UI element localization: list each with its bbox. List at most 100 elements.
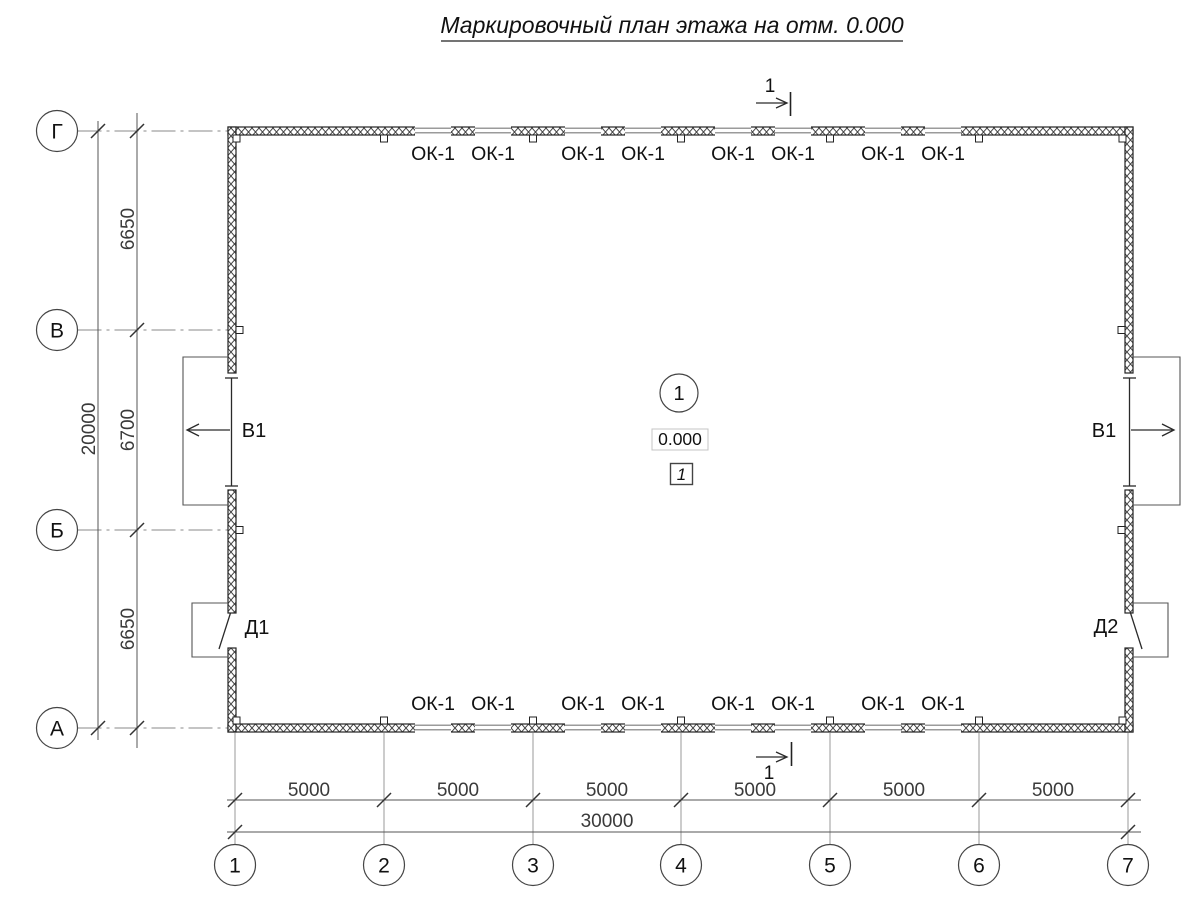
- window-mark-label: ОК-1: [921, 693, 965, 715]
- axis-bubble-label: 6: [973, 855, 985, 878]
- axis-bubble-label: В: [50, 320, 64, 343]
- window-opening: [625, 126, 661, 136]
- elevation-mark: 0.000: [651, 428, 709, 451]
- dim-bottom-1: 5000: [288, 780, 330, 801]
- elevation-value: 0.000: [658, 429, 702, 449]
- room-number-circle: [659, 373, 699, 413]
- axis-bubble-b: Б: [35, 508, 79, 552]
- dim-left-2: 6700: [118, 409, 139, 451]
- door-right-label: Д2: [1094, 616, 1119, 638]
- column-pier: [235, 326, 244, 334]
- window-mark-label: ОК-1: [711, 693, 755, 715]
- column-pier: [975, 716, 983, 725]
- column-axis-bubbles: 1 2 3 4 5 6 7: [213, 843, 1150, 887]
- dim-bottom-5: 5000: [883, 780, 925, 801]
- room-number: 1: [659, 373, 699, 413]
- wall-top: [227, 126, 1134, 136]
- axis-bubble-label: 2: [378, 855, 390, 878]
- gate-right: В1: [1092, 356, 1181, 506]
- window-opening: [775, 126, 811, 136]
- axis-bubble-2: 2: [362, 843, 406, 887]
- gate-left: В1: [182, 356, 266, 506]
- door-left-label: Д1: [245, 617, 270, 639]
- section-mark-label: 1: [764, 763, 775, 784]
- window-mark-label: ОК-1: [471, 143, 515, 165]
- window-opening: [925, 126, 961, 136]
- window-mark-label: ОК-1: [561, 143, 605, 165]
- window-mark-labels-top: ОК-1 ОК-1 ОК-1 ОК-1 ОК-1 ОК-1 ОК-1 ОК-1: [411, 143, 965, 165]
- column-pier: [380, 716, 388, 725]
- window-mark-label: ОК-1: [621, 693, 665, 715]
- gate-left-arrowhead: [185, 423, 200, 437]
- gate-left-porch: [182, 356, 228, 506]
- column-pier: [529, 134, 537, 143]
- gate-right-porch: [1133, 356, 1181, 506]
- dim-bottom-2: 5000: [437, 780, 479, 801]
- bottom-dimension-labels: 5000 5000 5000 5000 5000 5000 30000: [288, 780, 1074, 832]
- wall-left-upper: [227, 126, 237, 374]
- window-mark-label: ОК-1: [921, 143, 965, 165]
- column-pier: [529, 716, 537, 725]
- dim-left-3: 6650: [118, 608, 139, 650]
- window-opening: [715, 126, 751, 136]
- door-right-porch: [1133, 602, 1169, 658]
- dim-bottom-4: 5000: [734, 780, 776, 801]
- axis-bubble-label: 3: [527, 855, 539, 878]
- window-mark-label: ОК-1: [861, 143, 905, 165]
- bottom-wall-windows: [415, 723, 961, 733]
- wall-right-middle: [1124, 489, 1134, 614]
- row-axis-bubbles: Г В Б А: [35, 109, 79, 750]
- column-pier: [232, 134, 241, 143]
- dim-bottom-3: 5000: [586, 780, 628, 801]
- axis-bubble-label: Г: [51, 121, 62, 144]
- bottom-dimension-lines: [227, 792, 1141, 840]
- window-mark-label: ОК-1: [711, 143, 755, 165]
- window-mark-label: ОК-1: [411, 143, 455, 165]
- wall-right-upper: [1124, 126, 1134, 374]
- wall-right-lower: [1124, 647, 1134, 733]
- door-left-porch: [191, 602, 228, 658]
- section-arrowhead: [775, 97, 789, 109]
- door-right: Д2: [1094, 602, 1169, 658]
- window-opening: [865, 723, 901, 733]
- window-opening: [565, 723, 601, 733]
- exterior-walls: [227, 126, 1134, 733]
- axis-bubble-label: Б: [50, 520, 64, 543]
- column-pier: [1118, 134, 1127, 143]
- wall-bottom: [227, 723, 1134, 733]
- dim-left-1: 6650: [118, 208, 139, 250]
- window-opening: [925, 723, 961, 733]
- dim-bottom-6: 5000: [1032, 780, 1074, 801]
- axis-bubble-label: 1: [229, 855, 241, 878]
- window-mark-labels-bottom: ОК-1 ОК-1 ОК-1 ОК-1 ОК-1 ОК-1 ОК-1 ОК-1: [411, 693, 965, 715]
- axis-bubble-label: А: [50, 718, 64, 741]
- axis-bubble-7: 7: [1106, 843, 1150, 887]
- left-dimension-lines: [90, 113, 145, 748]
- column-pier: [380, 134, 388, 143]
- column-pier: [232, 716, 241, 725]
- door-left-leaf: [218, 612, 232, 650]
- window-mark-label: ОК-1: [861, 693, 905, 715]
- door-left: Д1: [191, 602, 270, 658]
- door-right-leaf: [1129, 612, 1143, 650]
- dim-bottom-total: 30000: [581, 811, 634, 832]
- column-pier: [826, 134, 834, 143]
- column-pier: [1117, 326, 1126, 334]
- section-arrowhead: [775, 751, 789, 763]
- plan-note-label: 1: [677, 465, 686, 484]
- window-mark-label: ОК-1: [771, 693, 815, 715]
- column-pier: [975, 134, 983, 143]
- plan-note-box: [669, 462, 694, 486]
- wall-left-lower: [227, 647, 237, 733]
- top-wall-windows: [415, 126, 961, 136]
- column-pier: [235, 526, 244, 534]
- axis-bubble-v: В: [35, 308, 79, 352]
- axis-bubble-label: 7: [1122, 855, 1134, 878]
- page-title: Маркировочный план этажа на отм. 0.000: [440, 12, 903, 38]
- window-opening: [415, 723, 451, 733]
- row-axis-lines: [77, 130, 228, 729]
- section-mark-top: 1: [756, 76, 792, 116]
- axis-bubble-g: Г: [35, 109, 79, 153]
